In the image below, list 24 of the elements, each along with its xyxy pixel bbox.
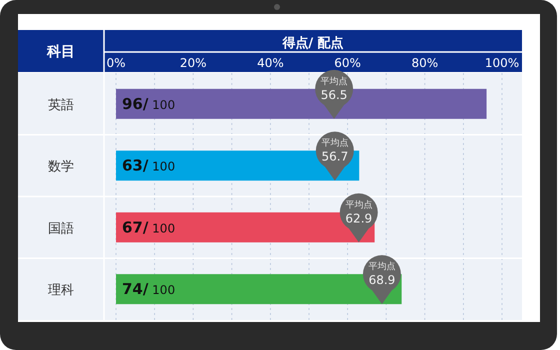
y-tick-label: 数学 — [48, 160, 74, 175]
x-tick-label: 60% — [334, 56, 361, 70]
text: 平均点 — [345, 200, 372, 210]
text: 平均点 — [320, 76, 348, 87]
text: 平均点 — [321, 138, 348, 149]
data-label: 56.5 — [320, 88, 348, 102]
data-label: 62.9 — [345, 211, 372, 226]
x-tick-label: 100% — [484, 56, 520, 70]
text: 平均点 — [368, 262, 396, 272]
data-label: 63/ 100 — [122, 156, 176, 175]
x-tick-label: 80% — [411, 56, 438, 70]
data-label: 74/ 100 — [122, 280, 176, 298]
x-tick-label: 20% — [180, 56, 207, 70]
y-tick-label: 英語 — [48, 98, 74, 113]
x-axis-title: 得点/ 配点 — [281, 35, 344, 51]
data-label: 96/ 100 — [122, 94, 176, 113]
y-tick-label: 理科 — [48, 283, 74, 298]
x-tick-label: 0% — [106, 56, 126, 70]
data-label: 56.7 — [322, 150, 348, 164]
x-tick-label: 40% — [257, 56, 284, 70]
data-label: 68.9 — [368, 273, 396, 288]
y-tick-label: 国語 — [48, 221, 74, 236]
y-axis-title: 科目 — [46, 44, 75, 60]
data-label: 67/ 100 — [122, 218, 176, 236]
